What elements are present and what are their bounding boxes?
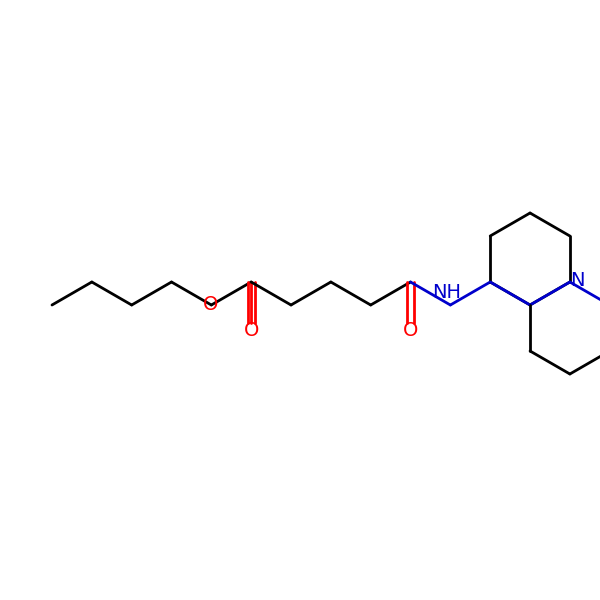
Text: NH: NH [432, 283, 461, 302]
Text: O: O [203, 295, 218, 313]
Text: O: O [403, 321, 418, 340]
Text: N: N [569, 271, 584, 289]
Text: O: O [244, 321, 259, 340]
